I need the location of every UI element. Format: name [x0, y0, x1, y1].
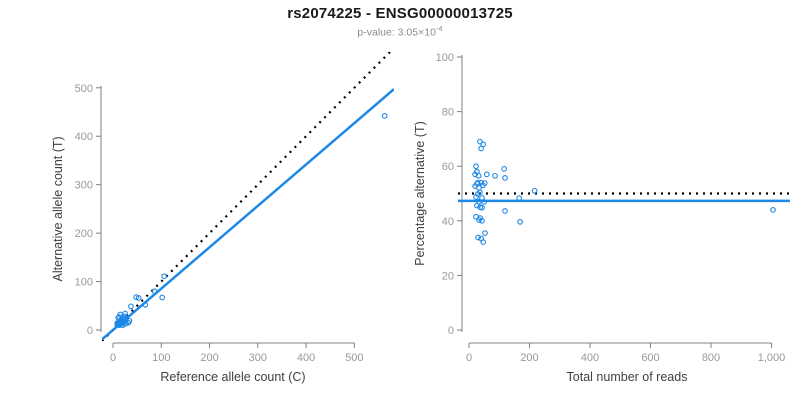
data-point: [477, 138, 483, 145]
x-tick-label: 200: [520, 352, 538, 364]
data-point: [492, 172, 498, 179]
data-point: [133, 294, 140, 300]
y-tick-label: 100: [436, 52, 454, 64]
x-tick-label: 0: [466, 352, 472, 364]
data-point: [125, 319, 132, 326]
pvalue-exponent: -4: [435, 24, 443, 33]
x-tick-label: 800: [702, 352, 720, 364]
data-point: [119, 322, 126, 329]
data-point: [770, 207, 776, 213]
y-tick-label: 300: [75, 180, 93, 192]
y-axis-title: Percentage alternative (T): [413, 121, 427, 266]
data-point: [151, 288, 158, 295]
data-point: [122, 310, 128, 317]
data-point: [483, 171, 490, 178]
plot-title: rs2074225 - ENSG00000013725: [287, 5, 513, 22]
y-tick-label: 20: [442, 270, 454, 282]
x-tick-label: 400: [581, 352, 599, 364]
y-tick-label: 60: [442, 161, 454, 173]
data-point: [501, 166, 507, 172]
data-point: [473, 163, 479, 170]
data-point: [502, 175, 508, 181]
data-point: [480, 239, 487, 245]
data-point: [128, 303, 134, 310]
x-axis-title: Reference allele count (C): [160, 370, 305, 384]
x-tick-label: 400: [297, 352, 315, 364]
data-point: [516, 195, 523, 201]
data-point: [531, 187, 538, 194]
data-point: [478, 145, 484, 152]
data-point: [161, 273, 168, 280]
data-point: [502, 208, 508, 214]
x-tick-label: 0: [110, 352, 116, 364]
pvalue-text: p-value: 3.05×10: [357, 26, 436, 39]
data-point: [480, 182, 486, 189]
data-point: [142, 301, 149, 308]
y-tick-label: 80: [442, 107, 454, 119]
data-point: [476, 217, 482, 223]
y-tick-label: 40: [442, 216, 454, 228]
data-point: [481, 199, 487, 205]
data-point: [381, 113, 388, 119]
data-point: [473, 194, 479, 200]
data-point: [482, 230, 488, 236]
panel-left: 0 100 200 300 400 500 0 100 200 300 400 500 Referenc…: [51, 52, 394, 384]
y-axis-title: Alternative allele count (T): [51, 136, 65, 281]
y-tick-label: 100: [75, 277, 93, 289]
x-tick-label: 1,000: [758, 352, 786, 364]
y-tick-label: 200: [75, 228, 93, 240]
identity-line: [102, 52, 392, 341]
y-tick-label: 400: [75, 131, 93, 143]
data-point: [475, 234, 481, 241]
panel-right: 0 200 400 600 800 1,000 0 20 40 60 80 100 Total numb…: [413, 52, 790, 384]
x-axis-title: Total number of reads: [567, 370, 688, 384]
pvalue-subtitle: p-value: 3.05×10-4: [0, 24, 800, 39]
y-tick-label: 0: [448, 325, 454, 337]
x-tick-label: 300: [249, 352, 267, 364]
y-tick-label: 0: [87, 325, 93, 337]
y-tick-label: 500: [75, 83, 93, 95]
x-tick-label: 200: [200, 352, 218, 364]
x-tick-label: 500: [345, 352, 363, 364]
data-point: [517, 219, 523, 225]
data-point: [159, 294, 166, 301]
x-tick-label: 100: [152, 352, 170, 364]
regression-line: [102, 88, 394, 341]
x-tick-label: 600: [641, 352, 659, 364]
data-point: [475, 172, 482, 179]
data-point: [479, 204, 485, 211]
data-point: [479, 217, 485, 224]
